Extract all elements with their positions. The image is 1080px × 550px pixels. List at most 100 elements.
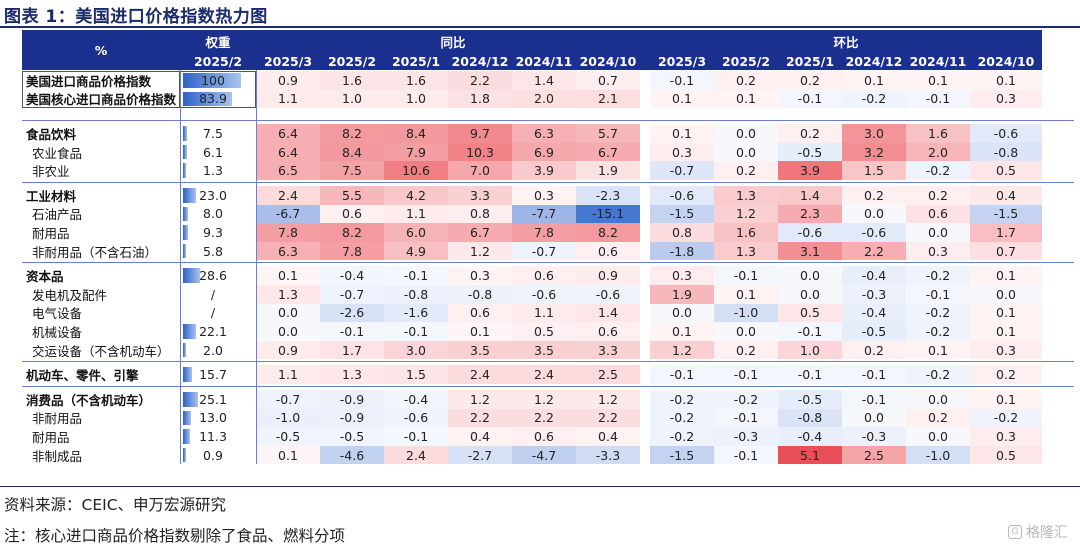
mom-cell: -0.2 [906, 322, 970, 341]
vertical-separator [256, 70, 257, 465]
mom-cell: 0.1 [970, 71, 1042, 90]
mom-cell: 1.9 [650, 285, 714, 304]
heatmap-table: % 权重 2025/2 同比 环比 2025/3 2025/2 2025/1 2024/12 20… [0, 30, 1080, 484]
yoy-cell: 7.0 [448, 161, 512, 180]
row-label: 交运设备（不含机动车） [32, 343, 170, 359]
yoy-cell: -15.1 [576, 204, 640, 224]
weight-value: 5.8 [203, 243, 223, 259]
weight-value: 7.5 [203, 125, 223, 141]
header-yoy-period: 2024/10 [576, 52, 640, 70]
weight-bar [183, 225, 189, 240]
weight-value: 100 [201, 72, 225, 88]
yoy-cell: 2.4 [512, 365, 576, 384]
yoy-cell: 1.2 [448, 390, 512, 409]
row-label: 食品饮料 [26, 126, 77, 142]
weight-value: 11.3 [199, 428, 227, 444]
mom-cell: 0.6 [906, 204, 970, 224]
yoy-cell: 0.4 [448, 427, 512, 446]
yoy-cell: -2.6 [320, 303, 384, 323]
yoy-cell: 1.0 [384, 89, 448, 109]
mom-cell: -0.2 [714, 390, 778, 409]
yoy-cell: 1.1 [384, 204, 448, 224]
mom-cell: 0.3 [650, 142, 714, 162]
yoy-cell: -0.7 [320, 285, 384, 304]
yoy-cell: 0.6 [576, 322, 640, 341]
footnote: 注：核心进口商品价格指数剔除了食品、燃料分项 [4, 527, 346, 545]
yoy-cell: -0.9 [320, 390, 384, 409]
header-yoy-label: 同比 [256, 30, 650, 52]
mom-cell: 0.3 [970, 427, 1042, 446]
yoy-cell: -3.3 [576, 445, 640, 465]
yoy-cell: 8.2 [320, 124, 384, 143]
mom-cell: 0.1 [906, 340, 970, 360]
yoy-cell: 7.8 [512, 223, 576, 242]
yoy-cell: 0.1 [256, 266, 320, 285]
yoy-cell: -0.5 [320, 427, 384, 446]
yoy-cell: -4.6 [320, 445, 384, 465]
row-label: 耐用品 [32, 225, 70, 241]
yoy-cell: -0.5 [256, 427, 320, 446]
yoy-cell: 6.3 [256, 241, 320, 261]
yoy-cell: 0.1 [256, 445, 320, 465]
mom-cell: -1.5 [970, 204, 1042, 224]
mom-cell: -0.1 [778, 322, 842, 341]
yoy-cell: 2.2 [448, 71, 512, 90]
yoy-cell: 6.0 [384, 223, 448, 242]
header-mom-period: 2025/2 [714, 52, 778, 70]
yoy-cell: 0.8 [448, 204, 512, 224]
yoy-cell: 1.3 [256, 285, 320, 304]
yoy-cell: 1.0 [320, 89, 384, 109]
mom-cell: 0.5 [970, 161, 1042, 180]
yoy-cell: 0.6 [576, 241, 640, 261]
mom-cell: -0.8 [970, 142, 1042, 162]
yoy-cell: 0.3 [512, 186, 576, 205]
mom-cell: 1.7 [970, 223, 1042, 242]
yoy-cell: 2.2 [448, 408, 512, 428]
mom-cell: 0.0 [714, 322, 778, 341]
yoy-cell: 2.1 [576, 89, 640, 109]
header-yoy-period: 2025/3 [256, 52, 320, 70]
yoy-cell: 0.4 [576, 427, 640, 446]
yoy-cell: -0.4 [384, 390, 448, 409]
mom-cell: -0.6 [842, 223, 906, 242]
mom-cell: 0.3 [906, 241, 970, 261]
chart-title: 图表 1：美国进口价格指数热力图 [4, 7, 268, 27]
yoy-cell: -0.9 [320, 408, 384, 428]
weight-value: 2.0 [203, 342, 223, 358]
yoy-cell: 8.4 [384, 124, 448, 143]
yoy-cell: 0.0 [256, 322, 320, 341]
weight-value: 8.0 [203, 206, 223, 222]
mom-cell: -0.5 [778, 142, 842, 162]
yoy-cell: 3.5 [512, 340, 576, 360]
mom-cell: 0.2 [970, 365, 1042, 384]
row-label: 工业材料 [26, 188, 77, 204]
group-separator [22, 361, 1074, 363]
yoy-cell: 0.6 [512, 266, 576, 285]
mom-cell: 1.6 [906, 124, 970, 143]
header-weight-period: 2025/2 [180, 52, 256, 70]
yoy-cell: 6.4 [256, 142, 320, 162]
mom-cell: -0.6 [650, 186, 714, 205]
row-label: 消费品（不含机动车） [26, 392, 152, 408]
header-mom-label: 环比 [650, 30, 1042, 52]
mom-cell: -0.1 [778, 89, 842, 109]
mom-cell: 0.2 [778, 124, 842, 143]
yoy-cell: 7.8 [320, 241, 384, 261]
group-separator [22, 262, 1074, 264]
header-item-col: % [22, 30, 180, 70]
weight-value: 0.9 [203, 447, 223, 463]
yoy-cell: 1.6 [320, 71, 384, 90]
weight-bar [183, 268, 200, 283]
yoy-cell: 6.4 [256, 124, 320, 143]
mom-cell: 2.5 [842, 445, 906, 465]
yoy-cell: -0.7 [512, 241, 576, 261]
weight-bar [183, 73, 241, 88]
mom-cell: 1.5 [842, 161, 906, 180]
yoy-cell: -0.8 [448, 285, 512, 304]
mom-cell: 1.3 [714, 186, 778, 205]
weight-bar [183, 342, 186, 358]
yoy-cell: 2.2 [512, 408, 576, 428]
weight-value: 23.0 [199, 187, 227, 203]
yoy-cell: 0.9 [256, 340, 320, 360]
mom-cell: -0.5 [778, 390, 842, 409]
